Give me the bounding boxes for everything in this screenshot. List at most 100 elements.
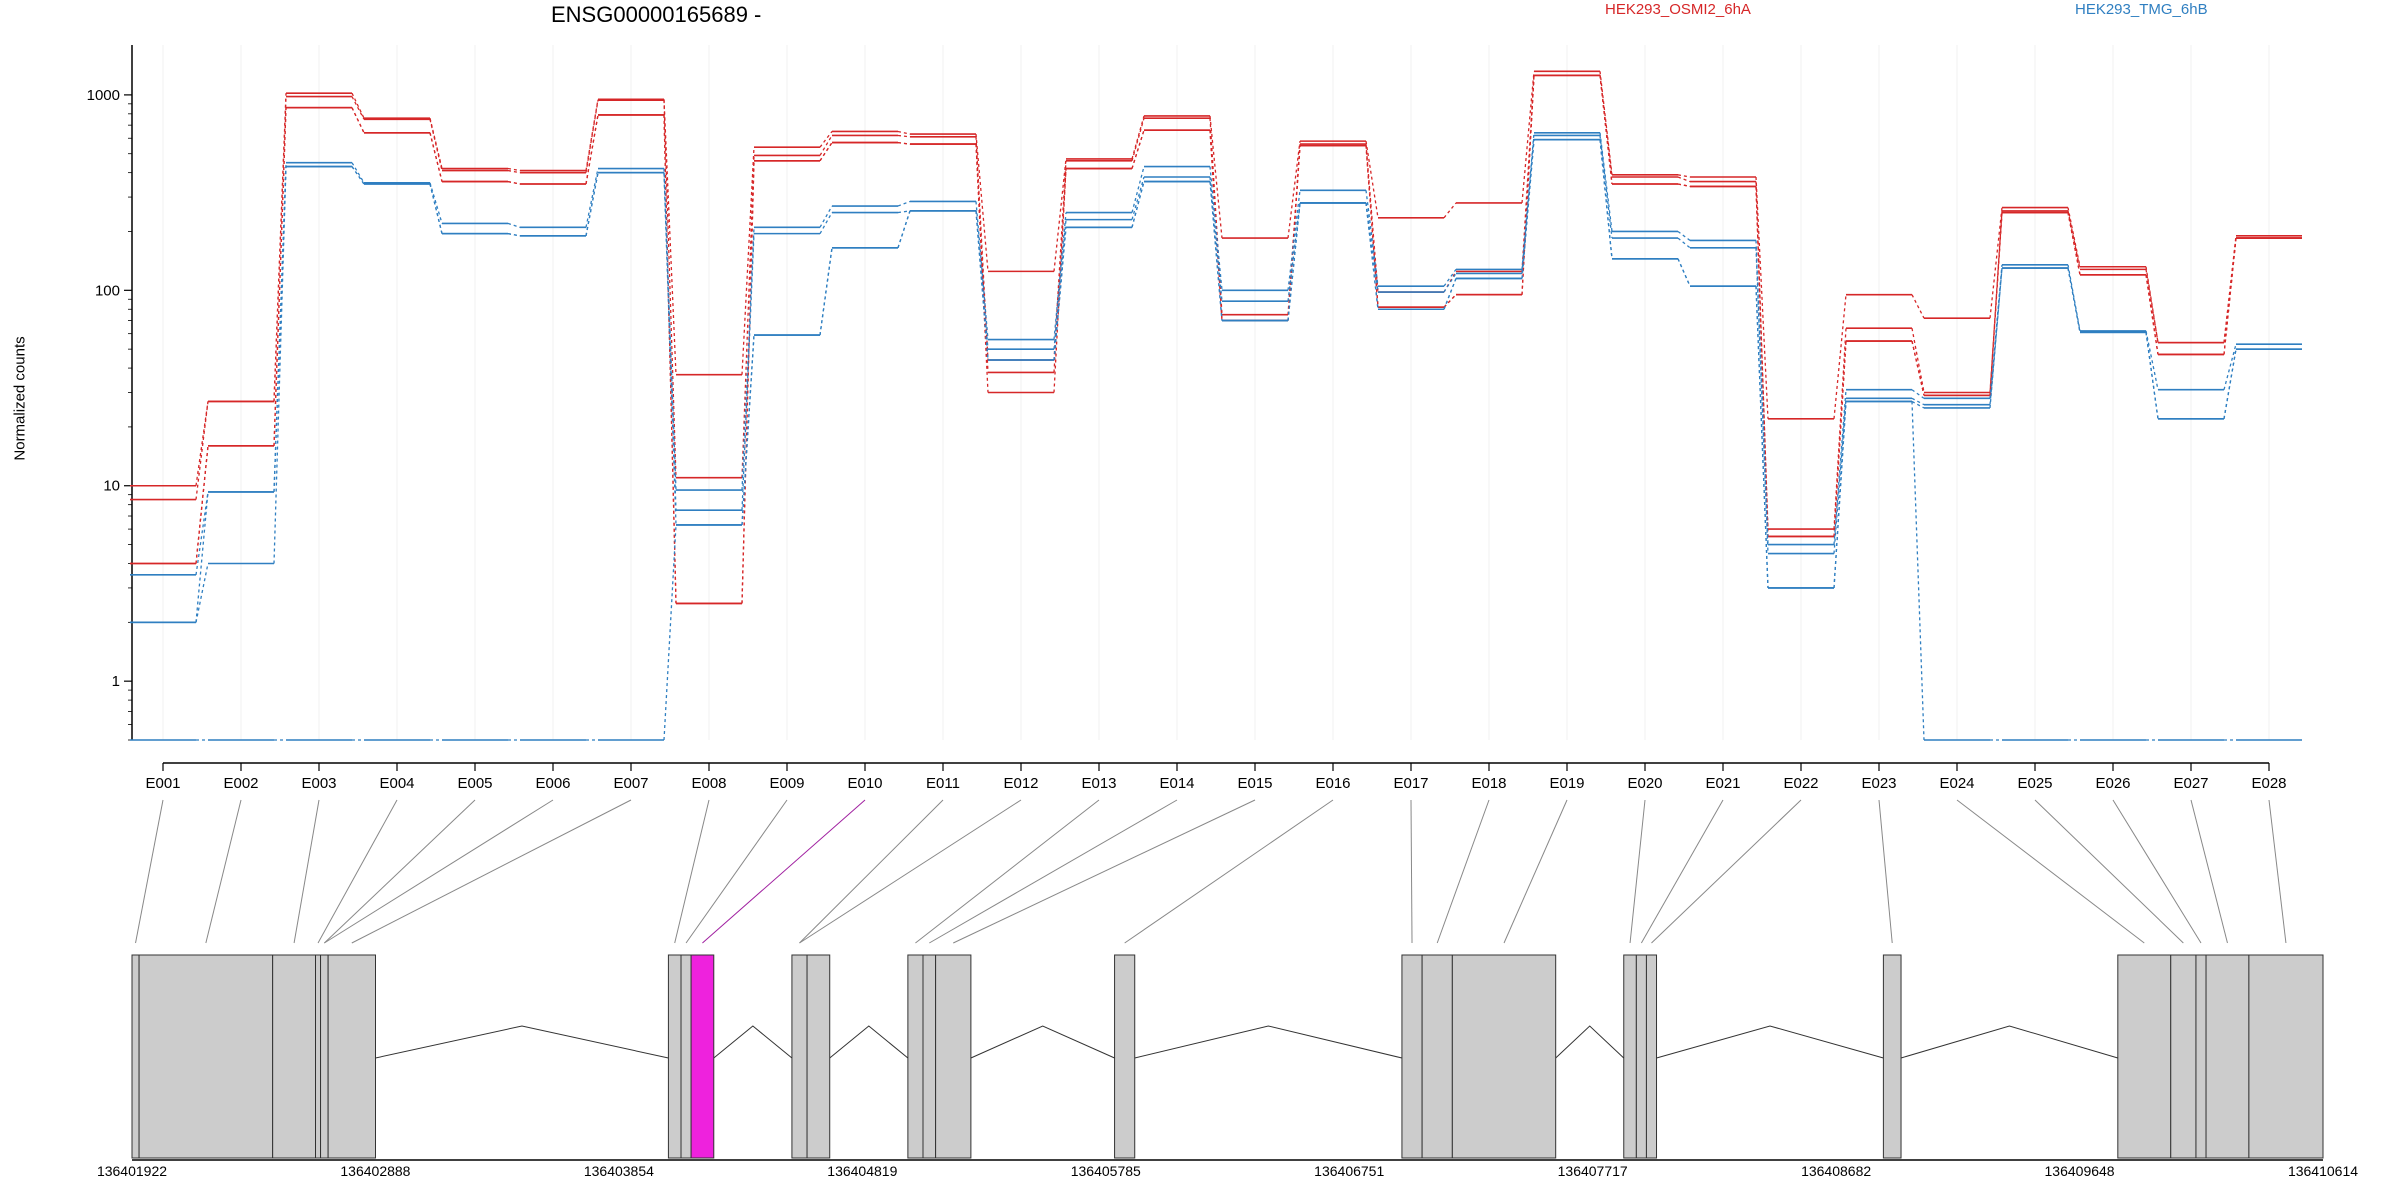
exon-box [131,954,140,1159]
exon-connector [293,799,320,944]
exon-connector [1410,799,1413,944]
data-connector [663,100,677,478]
intron-line [713,1025,793,1059]
data-connector [1053,219,1067,350]
data-connector [1287,202,1301,321]
data-connector [429,132,443,182]
data-connector [195,563,209,623]
x-tick-label-e017: E017 [1393,775,1428,792]
coord-tick-label: 136401922 [97,1163,167,1179]
data-connector [1599,132,1613,232]
legend-entry-tmg: HEK293_TMG_6hB [2075,1,2208,18]
data-connector [351,107,365,134]
exon-box [806,954,831,1159]
exon-connector [135,799,164,944]
data-connector [1599,75,1613,185]
x-tick-label-e016: E016 [1315,775,1350,792]
data-connector [273,96,287,402]
data-connector [2223,238,2237,355]
data-connector [507,180,521,185]
data-connector [195,445,209,564]
data-connector [819,142,833,162]
exon-connector [1956,799,2145,944]
data-connector [2145,269,2159,343]
series-3 [130,74,2302,605]
data-connector [1989,267,2003,405]
data-connector [1755,186,1769,537]
x-tick-label-e007: E007 [613,775,648,792]
data-connector [1053,227,1067,361]
data-connector [1365,145,1379,308]
exon-box [1114,954,1136,1159]
exon-connector [323,799,476,944]
data-connector [2067,210,2081,270]
exon-box [907,954,924,1159]
data-connector [1443,278,1457,310]
data-connector [1209,181,1223,321]
exon-connector [205,799,242,944]
exon-box [1645,954,1658,1159]
x-tick-label-e014: E014 [1159,775,1194,792]
exon-connector [799,799,944,944]
data-connector [507,169,521,174]
data-connector [1833,401,1847,588]
exon-box [1451,954,1557,1159]
exon-box [272,954,317,1159]
x-tick-label-e022: E022 [1783,775,1818,792]
data-connector [195,491,209,623]
exon-box [320,954,329,1159]
exon-box [1635,954,1647,1159]
exon-connector [2112,799,2202,944]
data-connector [1911,340,1925,396]
exon-box [2170,954,2197,1159]
data-connector [1443,271,1457,293]
exon-connector [1503,799,1568,944]
data-connector [195,445,209,564]
data-connector [585,114,599,185]
data-connector [1131,181,1145,228]
exon-box [1623,954,1637,1159]
exon-connector [915,799,1100,944]
y-tick-label: 10 [103,478,120,495]
data-connector [2067,212,2081,275]
data-connector [273,107,287,446]
data-connector [741,233,755,511]
intron-line [1134,1025,1403,1059]
data-connector [2067,264,2081,332]
coord-tick-label: 136402888 [340,1163,410,1179]
exon-box [327,954,377,1159]
exon-connector [1878,799,1893,944]
data-connector [1677,258,1691,287]
data-connector [429,119,443,171]
data-connector [1599,139,1613,259]
exon-box [667,954,682,1159]
exon-box [138,954,274,1159]
y-tick-label: 100 [95,282,120,299]
data-connector [1755,286,1769,588]
series-7 [130,138,2302,741]
exon-connector [929,799,1178,944]
exon-box [2195,954,2207,1159]
intron-line [375,1025,669,1059]
intron-line [829,1025,909,1059]
series-4 [130,131,2302,576]
x-tick-label-e004: E004 [379,775,414,792]
data-connector [351,92,365,119]
data-connector [2223,238,2237,355]
data-connector [507,232,521,237]
series-0 [130,70,2302,487]
data-connector [195,491,209,575]
exon-connector [2190,799,2228,944]
x-tick-label-e006: E006 [535,775,570,792]
x-tick-label-e008: E008 [691,775,726,792]
data-connector [1209,166,1223,291]
intron-line [1900,1025,2118,1059]
data-connector [975,134,989,272]
exon-box [1401,954,1423,1159]
data-connector [2223,344,2237,390]
data-connector [273,166,287,564]
exon-box [2205,954,2250,1159]
x-tick-label-e026: E026 [2095,775,2130,792]
data-connector [1443,268,1457,287]
